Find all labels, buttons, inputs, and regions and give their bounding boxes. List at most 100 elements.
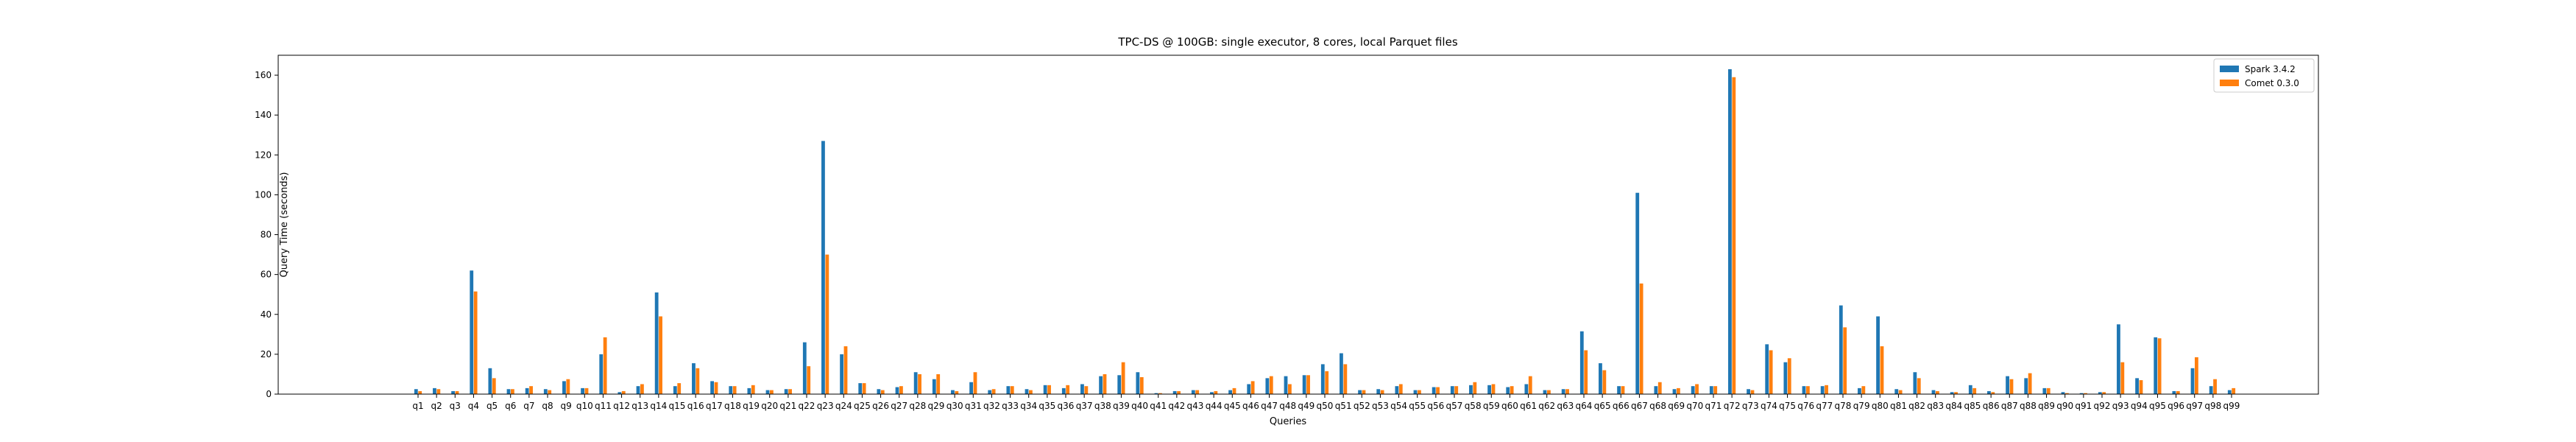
bar-comet-q78	[1843, 327, 1847, 394]
bar-comet-q17	[714, 382, 718, 394]
x-tick-label: q25	[854, 401, 871, 411]
bar-spark-q11	[599, 354, 604, 394]
bar-comet-q91	[2084, 393, 2087, 394]
bar-spark-q5	[488, 368, 492, 394]
x-tick-label: q5	[486, 401, 498, 411]
x-tick-label: q23	[817, 401, 834, 411]
bar-spark-q40	[1136, 372, 1140, 394]
x-tick-label: q29	[928, 401, 945, 411]
bar-spark-q43	[1191, 390, 1195, 394]
x-tick-label: q78	[1835, 401, 1852, 411]
bar-comet-q87	[2009, 379, 2014, 394]
bar-spark-q81	[1894, 389, 1899, 394]
x-tick-label: q57	[1446, 401, 1463, 411]
x-tick-label: q14	[650, 401, 667, 411]
x-tick-label: q1	[412, 401, 423, 411]
x-tick-label: q58	[1465, 401, 1482, 411]
x-tick-label: q28	[909, 401, 926, 411]
bar-spark-q12	[618, 392, 622, 394]
x-tick-label: q13	[631, 401, 648, 411]
x-tick-label: q65	[1594, 401, 1611, 411]
bar-spark-q76	[1802, 386, 1806, 394]
bar-comet-q43	[1195, 390, 1200, 394]
bar-comet-q62	[1547, 390, 1551, 394]
bar-spark-q86	[1987, 390, 1991, 394]
x-tick-label: q90	[2056, 401, 2073, 411]
x-tick-label: q81	[1890, 401, 1907, 411]
x-tick-label: q2	[431, 401, 442, 411]
bar-comet-q34	[1029, 390, 1033, 394]
bar-spark-q10	[581, 387, 584, 394]
x-tick-label: q67	[1631, 401, 1648, 411]
bar-comet-q6	[511, 389, 514, 394]
bar-comet-q77	[1825, 385, 1828, 394]
bar-spark-q55	[1413, 390, 1418, 394]
bar-spark-q56	[1432, 387, 1436, 394]
bar-spark-q65	[1599, 363, 1602, 394]
x-tick-label: q7	[523, 401, 534, 411]
x-tick-label: q55	[1409, 401, 1426, 411]
x-tick-label: q96	[2168, 401, 2184, 411]
x-tick-label: q3	[450, 401, 461, 411]
x-tick-label: q27	[891, 401, 907, 411]
bar-comet-q81	[1898, 390, 1903, 394]
bar-spark-q78	[1839, 305, 1843, 394]
x-tick-label: q85	[1964, 401, 1981, 411]
bar-comet-q58	[1473, 382, 1477, 394]
bar-comet-q39	[1121, 362, 1125, 394]
bar-comet-q11	[603, 337, 607, 394]
x-tick-label: q62	[1538, 401, 1555, 411]
bar-spark-q16	[692, 363, 696, 394]
x-tick-label: q22	[799, 401, 815, 411]
x-tick-label: q10	[576, 401, 593, 411]
bar-comet-q94	[2139, 380, 2143, 394]
x-tick-label: q49	[1298, 401, 1314, 411]
bar-spark-q7	[525, 387, 529, 394]
legend-swatch-spark	[2220, 66, 2239, 72]
y-tick-label: 60	[261, 270, 272, 280]
bar-spark-q57	[1450, 386, 1454, 394]
bar-comet-q5	[492, 378, 496, 394]
bar-spark-q9	[562, 381, 566, 394]
x-tick-label: q66	[1613, 401, 1630, 411]
x-tick-label: q35	[1038, 401, 1055, 411]
bar-comet-q60	[1510, 386, 1514, 394]
x-tick-label: q98	[2204, 401, 2221, 411]
bar-spark-q70	[1691, 386, 1695, 394]
bar-spark-q37	[1080, 384, 1084, 394]
bar-spark-q52	[1358, 390, 1362, 394]
bar-comet-q61	[1528, 376, 1532, 394]
bar-comet-q96	[2176, 390, 2180, 394]
bar-spark-q2	[433, 387, 436, 394]
x-tick-label: q87	[2001, 401, 2018, 411]
x-tick-label: q24	[835, 401, 852, 411]
x-tick-label: q63	[1557, 401, 1574, 411]
bar-comet-q25	[862, 383, 866, 394]
bar-spark-q75	[1783, 362, 1788, 394]
bar-spark-q95	[2154, 337, 2158, 394]
bar-spark-q3	[451, 390, 455, 394]
bars-group	[414, 69, 2236, 394]
bar-comet-q90	[2065, 393, 2069, 394]
x-tick-label: q61	[1520, 401, 1537, 411]
bar-spark-q45	[1228, 390, 1232, 394]
y-tick-label: 100	[255, 189, 272, 200]
x-tick-label: q60	[1501, 401, 1518, 411]
bar-comet-q72	[1732, 77, 1736, 394]
y-tick-label: 20	[261, 349, 272, 359]
bar-comet-q48	[1288, 384, 1292, 394]
bar-comet-q92	[2102, 392, 2106, 394]
bar-spark-q54	[1395, 386, 1399, 394]
x-tick-label: q86	[1983, 401, 2000, 411]
y-tick-label: 0	[266, 389, 272, 399]
bar-comet-q36	[1066, 385, 1070, 394]
bar-comet-q26	[880, 390, 885, 394]
x-tick-label: q70	[1686, 401, 1703, 411]
x-tick-label: q6	[505, 401, 516, 411]
x-tick-label: q71	[1705, 401, 1722, 411]
x-tick-label: q30	[946, 401, 963, 411]
x-tick-label: q15	[669, 401, 686, 411]
bar-spark-q85	[1968, 385, 1972, 394]
bar-spark-q50	[1320, 364, 1325, 394]
bar-comet-q22	[807, 366, 811, 394]
